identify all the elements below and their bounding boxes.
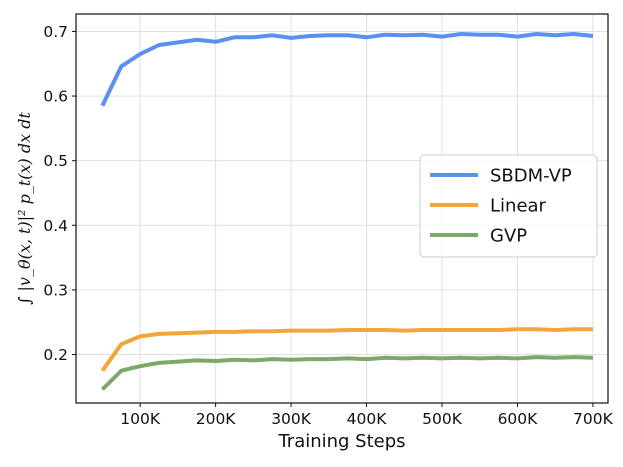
x-tick-label: 200K	[196, 410, 237, 428]
x-tick-label: 500K	[422, 410, 463, 428]
legend-label-gvp: GVP	[490, 226, 527, 247]
y-tick-label: 0.7	[43, 23, 68, 41]
series-lines	[100, 32, 594, 391]
y-tick-label: 0.5	[43, 152, 68, 170]
x-tick-label: 100K	[120, 410, 161, 428]
series-line-sbdm-vp	[100, 32, 594, 107]
plot-frame	[75, 13, 609, 404]
legend: SBDM-VP Linear GVP	[419, 154, 598, 258]
y-tick-label: 0.2	[43, 346, 68, 364]
x-tick-label: 300K	[271, 410, 312, 428]
legend-box	[419, 154, 598, 258]
x-tick-label: 600K	[498, 410, 539, 428]
x-axis-label: Training Steps	[277, 431, 405, 452]
y-tick-label: 0.6	[43, 88, 68, 106]
axis-ticks: 100K 200K 300K 400K 500K 600K 700K 0.2 0.3 0.4 0.5…	[43, 23, 613, 428]
x-tick-label: 700K	[573, 410, 614, 428]
y-tick-label: 0.4	[43, 217, 68, 235]
series-line-gvp	[100, 355, 593, 391]
series-line-linear	[100, 327, 593, 372]
y-axis-label: ∫ |v_θ(x, t)|² p_t(x) dx dt	[15, 112, 34, 305]
legend-label-linear: Linear	[490, 196, 547, 217]
x-tick-label: 400K	[347, 410, 388, 428]
legend-label-sbdm-vp: SBDM-VP	[490, 166, 572, 187]
y-tick-label: 0.3	[43, 281, 68, 299]
